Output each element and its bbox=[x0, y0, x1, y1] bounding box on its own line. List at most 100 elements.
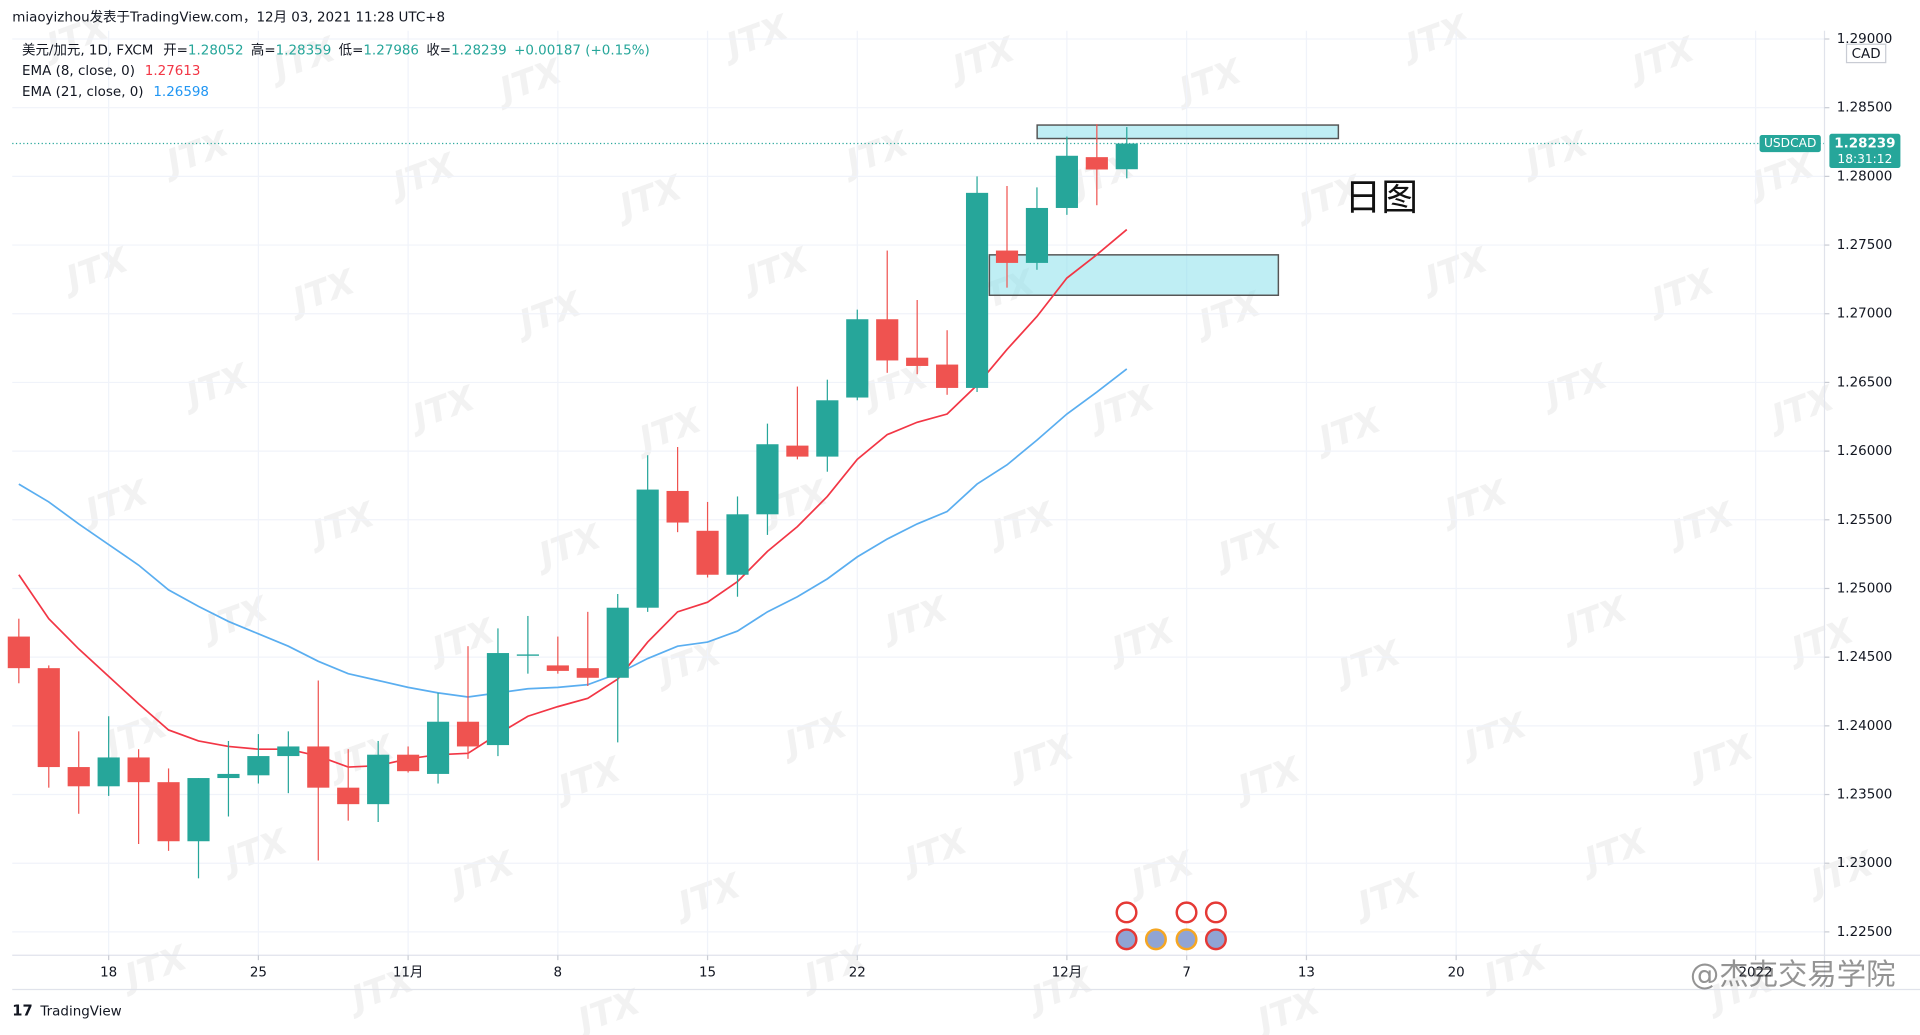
x-tick-label: 15 bbox=[699, 965, 716, 980]
event-icon bbox=[1175, 928, 1198, 951]
candle-body bbox=[906, 357, 929, 366]
candle-body bbox=[995, 250, 1019, 263]
candle-body bbox=[846, 319, 869, 398]
y-tick-label: 1.27000 bbox=[1837, 307, 1893, 322]
candle-body bbox=[965, 192, 989, 388]
zone-box bbox=[1036, 124, 1340, 140]
y-tick-label: 1.24500 bbox=[1837, 650, 1893, 665]
axes: 1.22500 1.23000 1.23500 1.24000 1.24500 1.250… bbox=[100, 32, 1901, 980]
candle-body bbox=[1085, 157, 1108, 170]
y-tick-label: 1.28000 bbox=[1837, 169, 1893, 184]
legend-ema: EMA (8, close, 0) 1.27613 bbox=[22, 64, 200, 79]
y-tick-label: 1.29000 bbox=[1837, 32, 1893, 47]
y-tick-label: 1.26500 bbox=[1837, 375, 1893, 390]
ohlc-value: 1.28359 bbox=[276, 43, 332, 58]
candle-body bbox=[456, 721, 480, 747]
credit: @杰克交易学院 bbox=[1690, 958, 1896, 992]
candle-body bbox=[546, 665, 569, 671]
candle-body bbox=[786, 445, 809, 457]
candle-body bbox=[636, 489, 659, 608]
y-tick-label: 1.23500 bbox=[1837, 788, 1893, 803]
y-tick-label: 1.25500 bbox=[1837, 513, 1893, 528]
y-tick-label: 1.27500 bbox=[1837, 238, 1893, 253]
event-icon bbox=[1144, 928, 1167, 951]
candle-body bbox=[516, 654, 539, 656]
candle-body bbox=[756, 444, 779, 515]
change: +0.00187 (+0.15%) bbox=[514, 43, 650, 58]
candle-body bbox=[1025, 207, 1049, 263]
candle-body bbox=[337, 787, 360, 805]
candle-body bbox=[97, 757, 120, 787]
ohlc-value: 1.28052 bbox=[188, 43, 244, 58]
x-tick-label: 20 bbox=[1448, 965, 1465, 980]
candle-body bbox=[486, 653, 510, 746]
candle-body bbox=[876, 319, 899, 361]
candle-body bbox=[426, 721, 450, 774]
candle-body bbox=[666, 490, 689, 523]
currency: CAD bbox=[1852, 47, 1881, 62]
ohlc-label: 低= bbox=[339, 42, 364, 58]
candle-body bbox=[187, 778, 210, 842]
x-tick-label: 13 bbox=[1298, 965, 1315, 980]
candle-body bbox=[217, 773, 240, 779]
ema-line bbox=[18, 228, 1128, 768]
x-tick-label: 2022 bbox=[1738, 965, 1772, 980]
event-icon bbox=[1115, 901, 1138, 924]
symbol: 美元/加元, 1D, FXCM bbox=[22, 42, 153, 58]
symbol-tag bbox=[1759, 134, 1821, 153]
legend-name: EMA (21, close, 0) bbox=[22, 85, 144, 100]
price-tag-value: 1.28239 bbox=[1834, 137, 1895, 152]
price-tag-countdown: 18:31:12 bbox=[1837, 152, 1892, 166]
candle-body bbox=[307, 746, 330, 788]
x-tick-label: 18 bbox=[100, 965, 117, 980]
ohlc-label: 收= bbox=[426, 42, 451, 58]
candle-body bbox=[67, 767, 90, 787]
event-icon bbox=[1115, 928, 1138, 951]
tv-logo: 𝟭𝟳 bbox=[12, 1003, 32, 1020]
x-tick-label: 8 bbox=[554, 965, 563, 980]
x-tick-label: 25 bbox=[250, 965, 267, 980]
candle-body bbox=[367, 754, 390, 805]
event-icon bbox=[1204, 928, 1227, 951]
y-tick-label: 1.22500 bbox=[1837, 925, 1893, 940]
candle-body bbox=[606, 607, 629, 678]
candle-body bbox=[397, 754, 420, 772]
candle-body bbox=[277, 746, 300, 757]
candle-body bbox=[37, 668, 60, 768]
candle-body bbox=[576, 668, 599, 678]
candle-body bbox=[247, 756, 270, 776]
x-tick-label: 11月 bbox=[393, 965, 424, 980]
plot bbox=[7, 124, 1825, 879]
candle-body bbox=[127, 757, 150, 783]
legend-main: 美元/加元, 1D, FXCM 开=1.28052 高=1.28359 低=1.279… bbox=[22, 41, 650, 58]
candle-body bbox=[696, 530, 719, 575]
candle-body bbox=[726, 514, 749, 575]
annotation: 日图 bbox=[1344, 176, 1417, 219]
candle-body bbox=[1055, 155, 1078, 208]
candle-body bbox=[157, 782, 180, 842]
candle-body bbox=[7, 636, 30, 669]
y-tick-label: 1.26000 bbox=[1837, 444, 1893, 459]
legend-name: EMA (8, close, 0) bbox=[22, 64, 135, 79]
grid bbox=[12, 30, 1825, 956]
footer-logo: TradingView bbox=[39, 1005, 121, 1020]
x-tick-label: 7 bbox=[1182, 965, 1191, 980]
candle-body bbox=[936, 364, 959, 388]
ohlc-label: 开= bbox=[163, 43, 188, 58]
event-icons bbox=[1115, 901, 1227, 951]
candle-body bbox=[816, 400, 839, 457]
ohlc-value: 1.27986 bbox=[363, 43, 419, 58]
ohlc-label: 高= bbox=[251, 41, 276, 58]
x-tick-label: 22 bbox=[849, 965, 866, 980]
ema-line bbox=[18, 368, 1128, 698]
candle-body bbox=[1115, 143, 1138, 170]
legend-value: 1.27613 bbox=[145, 64, 201, 79]
header: miaoyizhou发表于TradingView.com，12月 03, 202… bbox=[12, 9, 445, 25]
ohlc-value: 1.28239 bbox=[451, 43, 507, 58]
y-tick-label: 1.25000 bbox=[1837, 581, 1893, 596]
y-tick-label: 1.24000 bbox=[1837, 719, 1893, 734]
event-icon bbox=[1204, 901, 1227, 924]
event-icon bbox=[1175, 901, 1198, 924]
